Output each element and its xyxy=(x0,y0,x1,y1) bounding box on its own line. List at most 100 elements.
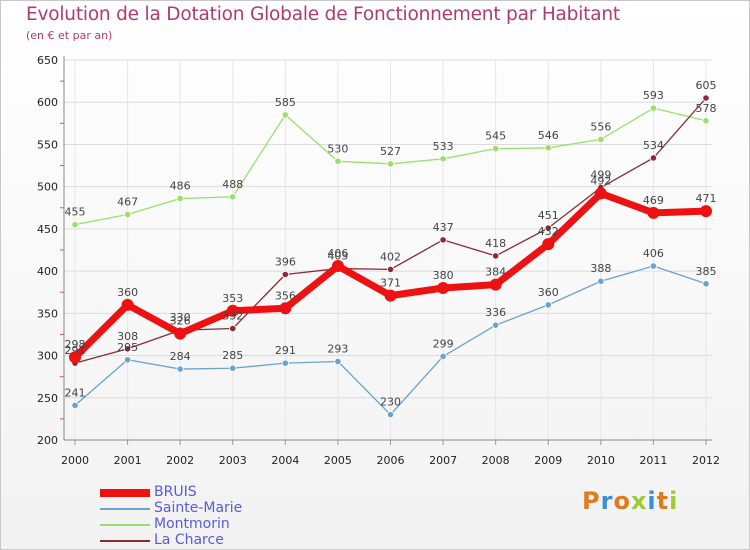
point-sainte-marie xyxy=(492,321,500,329)
point-sainte-marie xyxy=(544,301,552,309)
point-bruis xyxy=(542,238,555,251)
y-tick-label: 550 xyxy=(37,138,58,151)
point-sainte-marie xyxy=(702,280,710,288)
data-label-sainte-marie: 241 xyxy=(65,386,86,399)
data-label-bruis: 471 xyxy=(696,192,717,205)
y-tick-label: 300 xyxy=(37,350,58,363)
legend-swatch-sainte-marie xyxy=(100,508,150,510)
point-la-charce xyxy=(649,154,658,162)
point-sainte-marie xyxy=(649,262,658,270)
point-montmorin xyxy=(492,145,500,153)
legend-label-sainte-marie: Sainte-Marie xyxy=(154,500,243,516)
data-label-sainte-marie: 291 xyxy=(275,344,296,357)
y-tick-label: 250 xyxy=(37,392,58,405)
point-bruis xyxy=(279,302,292,315)
data-label-montmorin: 455 xyxy=(65,206,86,219)
point-montmorin xyxy=(176,194,184,203)
logo-letter: o xyxy=(613,487,631,515)
data-label-la-charce: 534 xyxy=(643,139,664,152)
point-la-charce xyxy=(123,345,132,353)
y-tick-label: 400 xyxy=(37,265,58,278)
data-labels: 455 467 486 488 585 530 527 533 545 546 556 593 578 2… xyxy=(65,79,717,409)
point-montmorin xyxy=(71,221,79,229)
data-label-bruis: 406 xyxy=(327,247,348,260)
x-tick-label: 2006 xyxy=(377,454,405,467)
data-label-la-charce: 396 xyxy=(275,255,296,268)
data-label-la-charce: 499 xyxy=(590,169,611,182)
point-montmorin xyxy=(649,104,658,112)
point-montmorin xyxy=(334,157,342,165)
data-label-la-charce: 402 xyxy=(380,250,401,263)
y-tick-label: 650 xyxy=(37,54,58,67)
x-tick-label: 2005 xyxy=(324,454,352,467)
point-montmorin xyxy=(386,160,395,168)
data-label-sainte-marie: 230 xyxy=(380,396,401,409)
point-montmorin xyxy=(544,144,552,152)
x-tick-label: 2002 xyxy=(166,454,194,467)
point-bruis xyxy=(384,289,397,302)
y-tick-label: 600 xyxy=(37,96,58,109)
x-tick-label: 2009 xyxy=(534,454,562,467)
data-label-montmorin: 593 xyxy=(643,89,664,102)
point-sainte-marie xyxy=(71,401,79,409)
data-label-bruis: 353 xyxy=(222,292,243,305)
legend-item-bruis: BRUIS xyxy=(100,484,350,501)
point-la-charce xyxy=(492,252,500,260)
x-tick-label: 2011 xyxy=(639,454,667,467)
chart-title: Evolution de la Dotation Globale de Fonc… xyxy=(26,4,620,25)
data-label-bruis: 371 xyxy=(380,277,401,290)
logo-letter: i xyxy=(669,487,679,515)
legend-label-bruis: BRUIS xyxy=(154,484,197,500)
data-label-bruis: 298 xyxy=(65,338,86,351)
point-bruis xyxy=(700,205,712,218)
y-tick-label: 450 xyxy=(37,223,58,236)
data-label-sainte-marie: 385 xyxy=(696,265,717,278)
point-montmorin xyxy=(439,155,447,163)
data-label-bruis: 356 xyxy=(275,289,296,302)
legend-label-montmorin: Montmorin xyxy=(154,516,230,532)
point-la-charce xyxy=(386,265,395,274)
grid xyxy=(64,59,712,441)
data-label-la-charce: 308 xyxy=(117,330,138,343)
data-label-la-charce: 451 xyxy=(538,209,559,222)
data-label-montmorin: 486 xyxy=(170,179,191,192)
data-label-bruis: 469 xyxy=(643,194,664,207)
point-sainte-marie xyxy=(439,352,447,360)
data-label-la-charce: 332 xyxy=(222,310,243,323)
data-label-sainte-marie: 299 xyxy=(433,337,454,350)
point-sainte-marie xyxy=(123,356,132,364)
data-label-bruis: 432 xyxy=(538,225,559,238)
point-bruis xyxy=(331,260,344,273)
point-bruis xyxy=(594,187,607,200)
chart-subtitle: (en € et par an) xyxy=(26,29,113,42)
data-label-montmorin: 488 xyxy=(222,178,243,191)
point-la-charce xyxy=(229,324,237,333)
data-label-bruis: 380 xyxy=(433,269,454,282)
data-label-montmorin: 556 xyxy=(590,120,611,133)
point-sainte-marie xyxy=(281,359,289,367)
data-label-bruis: 326 xyxy=(170,315,191,328)
logo-letter: i xyxy=(647,487,657,515)
logo-letter: x xyxy=(630,487,648,515)
legend-item-la-charce: La Charce xyxy=(100,532,350,549)
point-sainte-marie xyxy=(597,277,605,285)
data-label-la-charce: 605 xyxy=(696,79,717,92)
data-label-sainte-marie: 295 xyxy=(117,341,138,354)
x-tick-label: 2003 xyxy=(219,454,247,467)
point-bruis xyxy=(174,327,187,340)
x-tick-label: 2007 xyxy=(429,454,457,467)
point-montmorin xyxy=(281,111,289,119)
x-tick-label: 2010 xyxy=(587,454,615,467)
point-la-charce xyxy=(544,224,552,232)
legend: BRUIS Sainte-Marie Montmorin La Charce xyxy=(100,484,350,549)
data-label-sainte-marie: 336 xyxy=(485,306,506,319)
data-label-montmorin: 545 xyxy=(485,130,506,143)
legend-swatch-bruis xyxy=(100,489,150,497)
legend-swatch-montmorin xyxy=(100,524,150,526)
data-label-la-charce: 418 xyxy=(485,237,506,250)
data-label-bruis: 384 xyxy=(485,266,506,279)
axes: 200 250 300 350 400 450 500 550 600 650 2000 2001 20… xyxy=(37,54,720,467)
y-tick-label: 350 xyxy=(37,307,58,320)
